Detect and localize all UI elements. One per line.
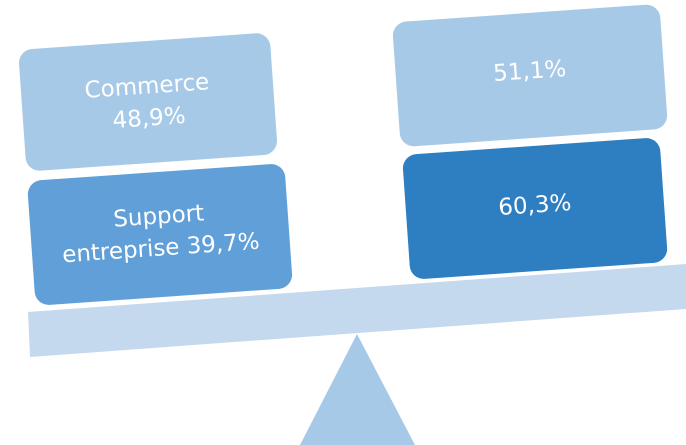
box-shape (392, 4, 668, 147)
box-label: 48,9% (112, 103, 187, 134)
box: 51,1% (392, 4, 668, 147)
box-shape (18, 33, 278, 171)
box-label: 60,3% (497, 190, 572, 221)
beam (28, 264, 686, 357)
box-shape (402, 138, 668, 279)
box: Commerce 48,9% (18, 33, 278, 171)
box: 60,3% (402, 138, 668, 279)
box: Support entreprise 39,7% (27, 164, 293, 305)
box-shape (27, 164, 293, 305)
fulcrum (300, 334, 415, 445)
box-label: Support (112, 200, 205, 232)
box-label: 51,1% (492, 56, 567, 87)
